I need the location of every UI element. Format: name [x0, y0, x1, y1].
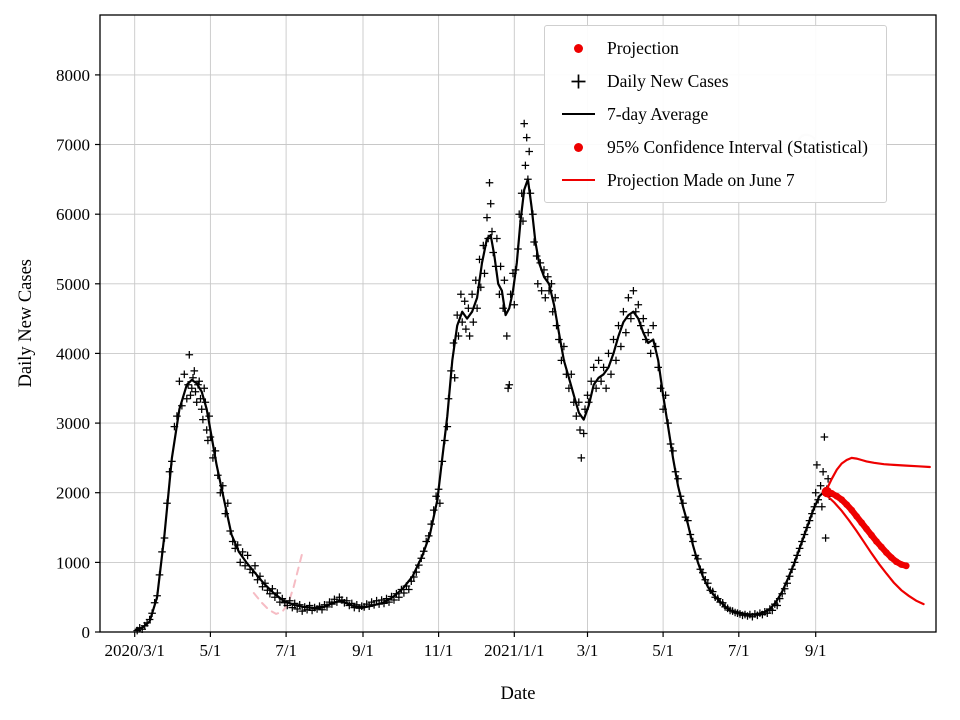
y-axis-label-text: Daily New Cases: [16, 259, 36, 388]
svg-text:8000: 8000: [56, 66, 90, 85]
svg-text:5/1: 5/1: [200, 641, 222, 660]
legend-label: Daily New Cases: [607, 70, 729, 91]
svg-text:5/1: 5/1: [652, 641, 674, 660]
svg-text:6000: 6000: [56, 205, 90, 224]
svg-text:9/1: 9/1: [352, 641, 374, 660]
svg-text:4000: 4000: [56, 344, 90, 363]
plus-marker-icon: [555, 73, 601, 90]
red-dot-icon: [555, 43, 601, 53]
line-shape: [561, 179, 595, 181]
svg-text:9/1: 9/1: [805, 641, 827, 660]
svg-text:7000: 7000: [56, 136, 90, 155]
svg-text:7/1: 7/1: [275, 641, 297, 660]
dot-shape: [573, 43, 583, 53]
legend-entry-daily-new-cases: Daily New Cases: [555, 68, 868, 94]
legend-label: 95% Confidence Interval (Statistical): [607, 136, 868, 157]
legend-entry-7day-average: 7-day Average: [555, 101, 868, 127]
red-line-marker-icon: [555, 179, 601, 181]
svg-text:2000: 2000: [56, 484, 90, 503]
legend-label: 7-day Average: [607, 103, 709, 124]
y-axis-label: Daily New Cases: [16, 15, 37, 632]
legend-entry-projection-june7: Projection Made on June 7: [555, 167, 868, 193]
svg-text:7/1: 7/1: [728, 641, 750, 660]
svg-text:1000: 1000: [56, 553, 90, 572]
svg-text:2020/3/1: 2020/3/1: [104, 641, 164, 660]
svg-text:3/1: 3/1: [577, 641, 599, 660]
svg-text:0: 0: [82, 623, 91, 642]
dot-shape: [573, 142, 583, 152]
svg-text:5000: 5000: [56, 275, 90, 294]
legend-label: Projection: [607, 37, 679, 58]
red-dot-icon: [555, 142, 601, 152]
x-axis-label: Date: [500, 684, 536, 704]
black-line-marker-icon: [555, 113, 601, 115]
svg-text:3000: 3000: [56, 414, 90, 433]
svg-text:11/1: 11/1: [424, 641, 454, 660]
plus-glyph: [571, 74, 585, 88]
legend: Projection Daily New Cases 7-day Average…: [544, 25, 887, 203]
line-shape: [561, 113, 595, 115]
legend-entry-confidence-interval: 95% Confidence Interval (Statistical): [555, 134, 868, 160]
svg-text:2021/1/1: 2021/1/1: [484, 641, 544, 660]
legend-label: Projection Made on June 7: [607, 169, 795, 190]
legend-entry-projection: Projection: [555, 35, 868, 61]
